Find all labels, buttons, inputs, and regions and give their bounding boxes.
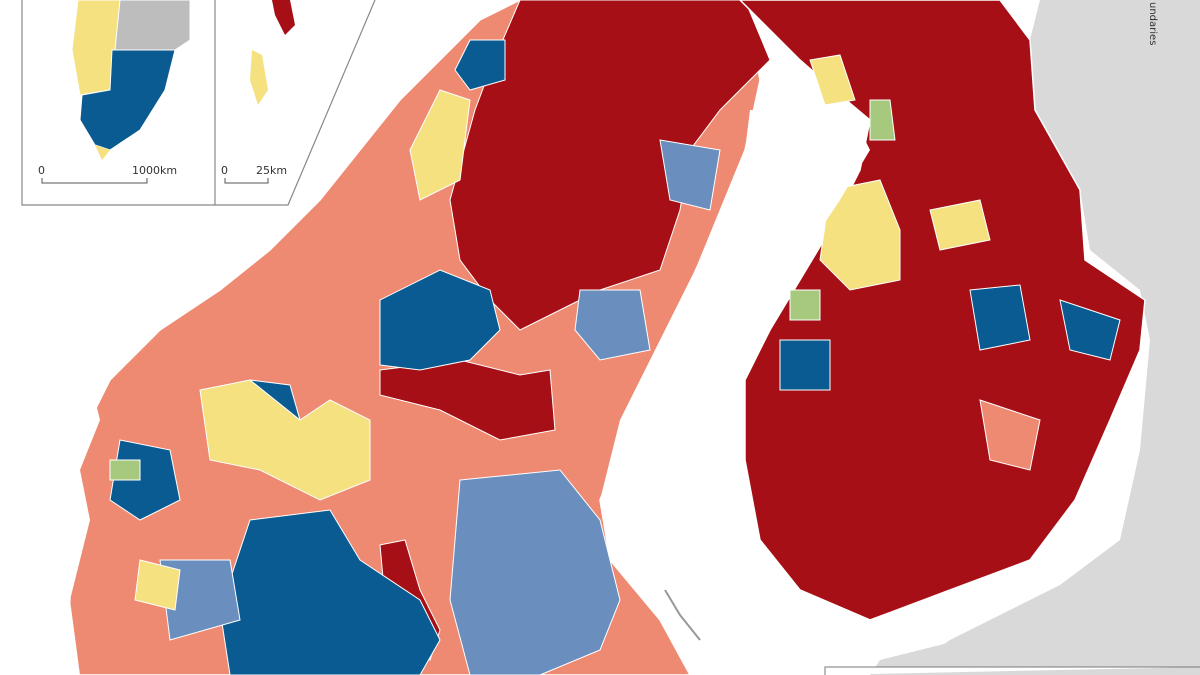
island-yellow [250, 50, 268, 105]
ferry-line [664, 589, 701, 641]
region-blue [779, 339, 831, 391]
scale-bar [41, 178, 148, 184]
region-blue [454, 39, 506, 91]
inset-border [21, 0, 376, 206]
greenland-tip [95, 145, 110, 160]
region-blue [969, 284, 1031, 351]
region-lightblue [449, 469, 621, 675]
region-blue [219, 509, 441, 675]
region-lightblue [159, 559, 241, 641]
region-red [738, 0, 1146, 621]
side-label: undaries [1147, 2, 1158, 45]
island-red [272, 0, 295, 35]
region-lightblue [574, 289, 651, 361]
greenland-gray [114, 0, 191, 51]
region-red [379, 359, 556, 441]
sea-inlet [60, 380, 100, 675]
neighbour-land [900, 0, 1200, 675]
region-yellow [819, 179, 901, 291]
inset-frame [215, 0, 375, 205]
scale-start: 0 [221, 164, 228, 177]
region-yellow [929, 199, 991, 251]
scale-bar [224, 178, 269, 184]
region-yellow [199, 379, 371, 501]
scale-end: 25km [256, 164, 287, 177]
region-blue [1059, 299, 1121, 361]
scale-start: 0 [38, 164, 45, 177]
region-green [789, 289, 821, 321]
region-lightblue [659, 139, 721, 211]
region-yellow [809, 54, 856, 106]
region-green [869, 99, 896, 141]
neighbour-land-south [870, 600, 1200, 675]
legend-box [824, 666, 1200, 675]
sea [600, 110, 870, 640]
region-yellow [134, 559, 181, 611]
scale-end: 1000km [132, 164, 177, 177]
region-yellow [409, 89, 471, 201]
region-green [109, 459, 141, 481]
region-salmon [979, 399, 1041, 471]
region-blue [379, 269, 501, 371]
